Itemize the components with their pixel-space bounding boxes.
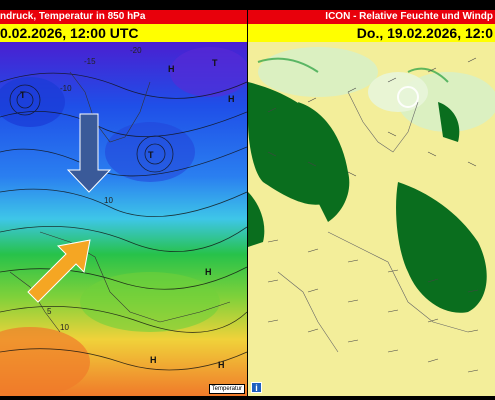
high-pressure-label: H <box>218 360 225 370</box>
coastlines <box>277 91 469 353</box>
wind-arrows <box>267 57 479 373</box>
isobar-label: 5 <box>47 307 52 316</box>
isobar-label: 10 <box>104 196 113 205</box>
isobar-label: -15 <box>84 57 96 66</box>
high-pressure-label: H <box>168 64 175 74</box>
right-panel-title: ICON - Relative Feuchte und Windp <box>248 10 495 24</box>
left-panel-title: ndruck, Temperatur in 850 hPa <box>0 10 247 24</box>
high-pressure-label: H <box>228 94 235 104</box>
humidity-map-svg <box>248 42 495 396</box>
low-pressure-label: T <box>20 90 26 100</box>
left-panel-date: 0.02.2026, 12:00 UTC <box>0 24 247 42</box>
isobar-label: 10 <box>60 323 69 332</box>
isobar-label: -10 <box>60 84 72 93</box>
isobars <box>0 72 247 371</box>
cold-air-arrow <box>66 113 112 193</box>
humidity-bands <box>248 82 487 313</box>
info-icon[interactable]: i <box>251 382 262 393</box>
legend-tag: Temperatur <box>208 384 245 394</box>
humidity-map <box>248 42 495 396</box>
right-panel-date: Do., 19.02.2026, 12:0 <box>248 24 495 42</box>
left-map-panel: ndruck, Temperatur in 850 hPa 0.02.2026,… <box>0 0 247 400</box>
warm-air-arrow <box>27 239 91 303</box>
high-pressure-label: H <box>205 267 212 277</box>
isobar-label: -20 <box>130 46 142 55</box>
high-pressure-label: H <box>150 355 157 365</box>
temperature-map: T T T H H H H H -10 -15 -20 10 5 10 <box>0 42 247 396</box>
right-map-panel: ICON - Relative Feuchte und Windp Do., 1… <box>248 0 495 400</box>
low-pressure-label: T <box>148 150 154 160</box>
temperature-map-svg <box>0 42 247 396</box>
low-pressure-label: T <box>212 58 218 68</box>
